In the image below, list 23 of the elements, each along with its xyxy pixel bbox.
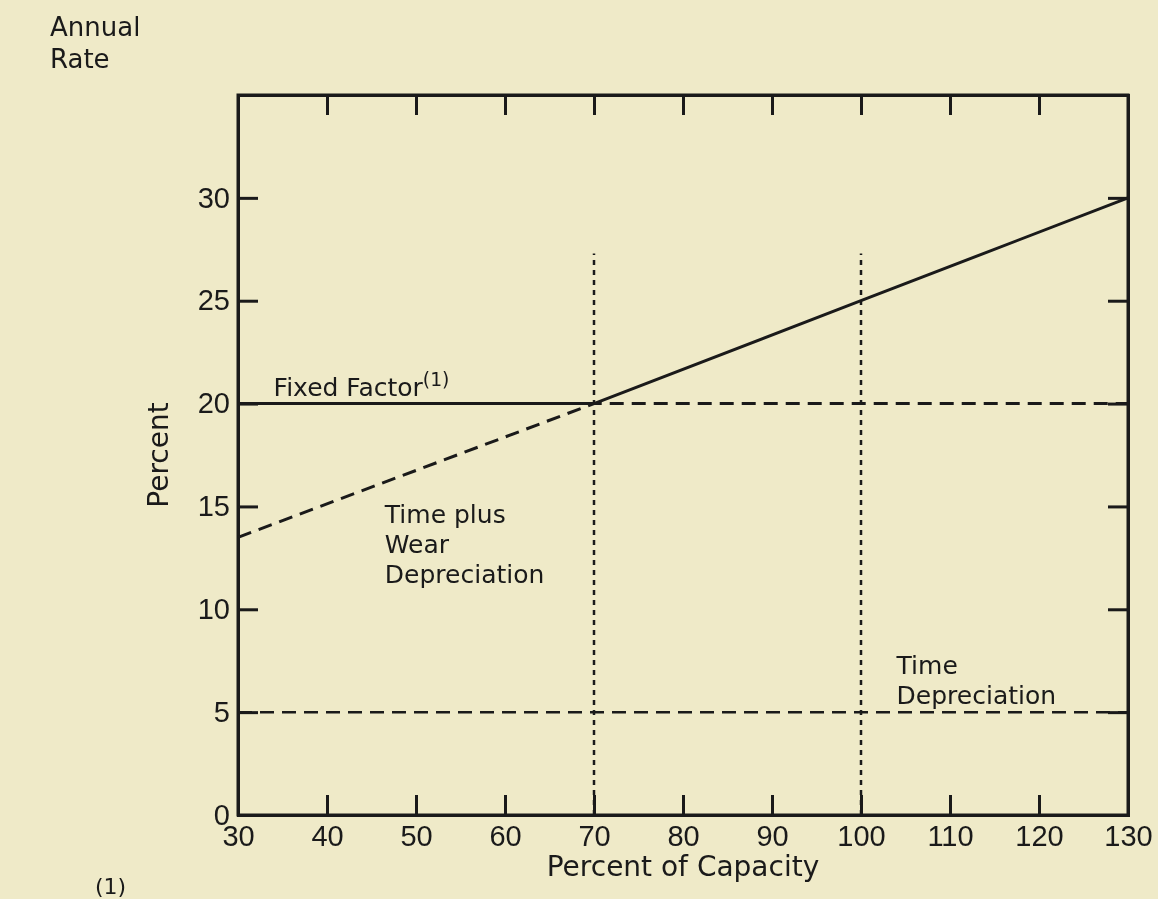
y-tick-label: 15 bbox=[197, 490, 230, 523]
x-tick-label: 130 bbox=[1104, 819, 1153, 852]
text: (1) bbox=[95, 874, 127, 899]
annotation: Fixed Factor$^{(1)}$ bbox=[273, 368, 450, 402]
annotation: Time Depreciation bbox=[895, 651, 1057, 711]
x-axis-title: Percent of Capacity bbox=[546, 850, 820, 883]
y-tick-label: 10 bbox=[197, 593, 230, 626]
y-axis-title: Percent bbox=[142, 402, 175, 508]
y-tick-label: 20 bbox=[197, 387, 230, 420]
x-tick-label: 50 bbox=[400, 819, 433, 852]
x-tick-label: 100 bbox=[837, 819, 886, 852]
y-tick-label: 25 bbox=[197, 284, 230, 317]
chart-title: Annual Rate bbox=[50, 12, 141, 74]
x-tick-label: 40 bbox=[311, 819, 344, 852]
x-tick-label: 110 bbox=[927, 819, 974, 852]
x-tick-label: 60 bbox=[489, 819, 522, 852]
annotation: Time plus Wear Depreciation bbox=[383, 499, 545, 589]
x-tick-label: 70 bbox=[578, 819, 611, 852]
y-tick-label: 30 bbox=[197, 181, 230, 214]
x-tick-label: 90 bbox=[756, 819, 789, 852]
y-tick-label: 5 bbox=[213, 695, 230, 728]
x-tick-label: 80 bbox=[667, 819, 700, 852]
x-tick-label: 120 bbox=[1015, 819, 1064, 852]
